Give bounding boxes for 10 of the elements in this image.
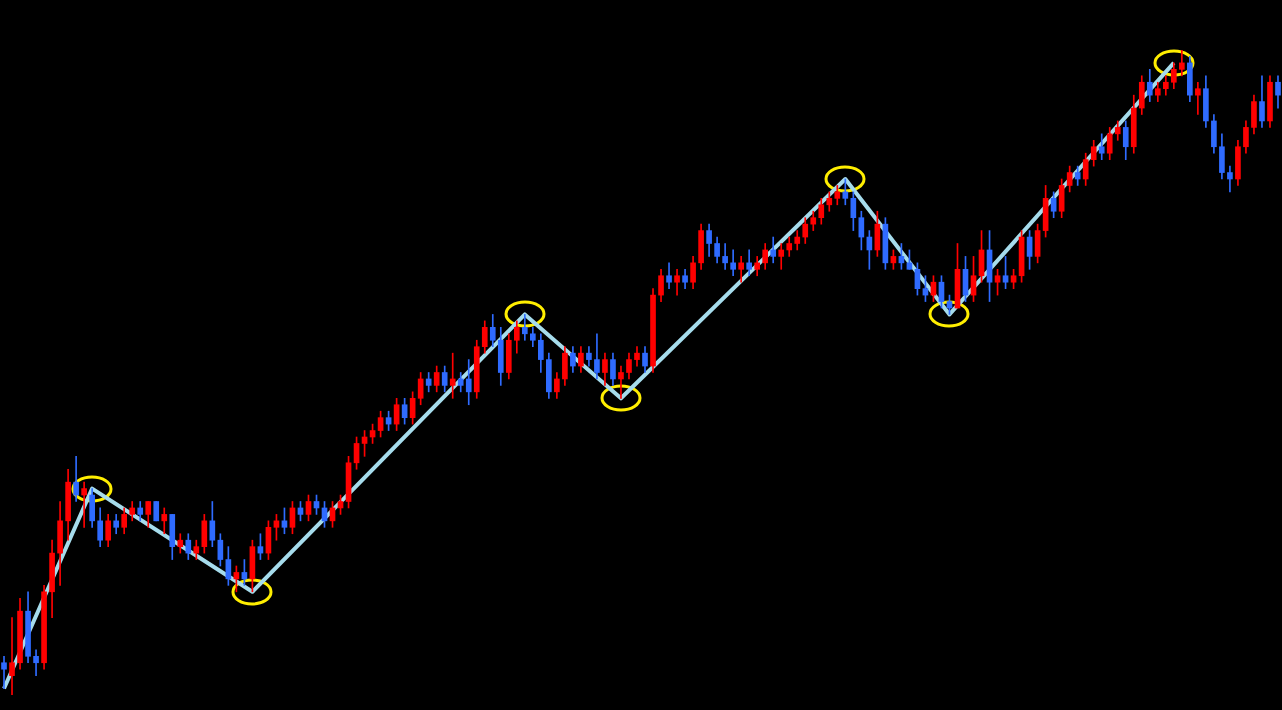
candlestick bbox=[738, 256, 744, 283]
candlestick bbox=[449, 352, 456, 399]
candlestick bbox=[521, 314, 528, 341]
candlestick bbox=[778, 243, 785, 270]
candlestick bbox=[618, 365, 624, 399]
candlestick bbox=[81, 481, 87, 528]
candlestick bbox=[1, 655, 7, 689]
candlestick bbox=[9, 617, 15, 695]
candlestick bbox=[1195, 81, 1201, 115]
candlestick bbox=[722, 243, 728, 270]
